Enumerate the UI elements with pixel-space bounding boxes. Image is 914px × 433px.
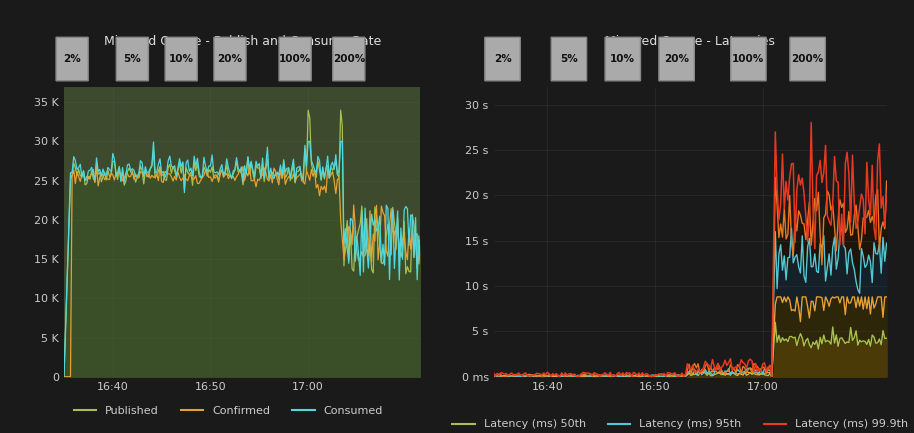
FancyBboxPatch shape xyxy=(605,37,641,81)
FancyBboxPatch shape xyxy=(659,37,695,81)
Text: 2%: 2% xyxy=(63,54,81,64)
Text: 2%: 2% xyxy=(494,54,512,64)
FancyBboxPatch shape xyxy=(484,37,520,81)
FancyBboxPatch shape xyxy=(333,37,365,81)
Text: 20%: 20% xyxy=(218,54,242,64)
Title: Mirrored Queue - Latencies: Mirrored Queue - Latencies xyxy=(605,35,775,48)
Text: 200%: 200% xyxy=(792,54,824,64)
Text: 10%: 10% xyxy=(611,54,635,64)
Text: 5%: 5% xyxy=(123,54,142,64)
Text: 5%: 5% xyxy=(560,54,578,64)
FancyBboxPatch shape xyxy=(790,37,825,81)
Text: 200%: 200% xyxy=(333,54,365,64)
FancyBboxPatch shape xyxy=(56,37,88,81)
Legend: Latency (ms) 50th, Latency (ms) 75th, Latency (ms) 95th, Latency (ms) 99th, Late: Latency (ms) 50th, Latency (ms) 75th, La… xyxy=(448,415,912,433)
FancyBboxPatch shape xyxy=(165,37,197,81)
FancyBboxPatch shape xyxy=(551,37,587,81)
FancyBboxPatch shape xyxy=(279,37,311,81)
Text: 10%: 10% xyxy=(169,54,194,64)
FancyBboxPatch shape xyxy=(116,37,148,81)
Text: 100%: 100% xyxy=(732,54,764,64)
FancyBboxPatch shape xyxy=(730,37,766,81)
Title: Mirrored Queue - Publish and Consume Rate: Mirrored Queue - Publish and Consume Rat… xyxy=(103,35,381,48)
FancyBboxPatch shape xyxy=(214,37,246,81)
Text: 100%: 100% xyxy=(279,54,312,64)
Legend: Published, Confirmed, Consumed: Published, Confirmed, Consumed xyxy=(69,401,388,420)
Text: 20%: 20% xyxy=(664,54,689,64)
